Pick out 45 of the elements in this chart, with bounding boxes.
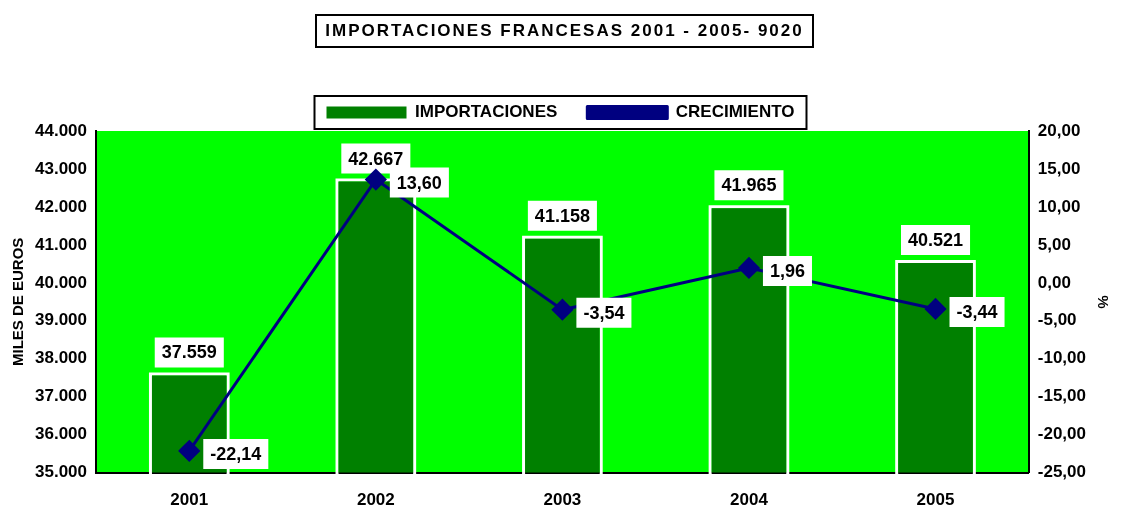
y2-tick-label: -5,00 <box>1037 310 1077 330</box>
y-tick-label: 41.000 <box>35 234 87 254</box>
data-label: -3,44 <box>956 301 998 322</box>
data-label: 1,96 <box>769 260 805 281</box>
data-label: 40.521 <box>907 230 964 251</box>
x-tick-label: 2002 <box>356 490 395 510</box>
y-tick-label: 38.000 <box>35 348 87 368</box>
y2-tick-label: -20,00 <box>1037 424 1086 444</box>
y-tick-label: 36.000 <box>35 424 87 444</box>
chart-title: IMPORTACIONES FRANCESAS 2001 - 2005- 9020 <box>315 14 814 48</box>
legend-label: IMPORTACIONES <box>415 102 558 122</box>
data-label: 41.965 <box>721 175 777 196</box>
x-tick-label: 2004 <box>730 490 769 510</box>
y2-tick-label: -25,00 <box>1037 462 1086 482</box>
point <box>551 299 573 321</box>
y2-tick-label: -10,00 <box>1037 348 1086 368</box>
data-label: -22,14 <box>210 443 262 464</box>
y2-tick-label: 5,00 <box>1037 234 1071 254</box>
y-tick-label: 40.000 <box>35 272 87 292</box>
y2-tick-label: 20,00 <box>1037 120 1081 140</box>
data-label: 41.158 <box>534 205 590 226</box>
y-tick-label: 42.000 <box>35 196 87 216</box>
y2-tick-label: 15,00 <box>1037 158 1081 178</box>
y-tick-label: 37.000 <box>35 386 87 406</box>
legend-label: CRECIMIENTO <box>675 102 795 122</box>
x-tick-label: 2001 <box>170 490 209 510</box>
y2-tick-label: -15,00 <box>1037 386 1086 406</box>
data-label: 13,60 <box>396 172 442 193</box>
y-tick-label: 35.000 <box>35 462 87 482</box>
x-tick-label: 2005 <box>916 490 955 510</box>
y-tick-label: 39.000 <box>35 310 87 330</box>
point <box>925 298 947 320</box>
y2-tick-label: 0,00 <box>1037 272 1071 292</box>
y2-tick-label: 10,00 <box>1037 196 1081 216</box>
data-label: 42.667 <box>348 148 404 169</box>
y-axis-title: MILES DE EUROS <box>9 237 27 366</box>
data-label: -3,54 <box>583 302 625 323</box>
y-tick-label: 43.000 <box>35 158 87 178</box>
y-tick-label: 44.000 <box>35 120 87 140</box>
data-label: 37.559 <box>161 342 217 363</box>
x-tick-label: 2003 <box>543 490 582 510</box>
point <box>365 169 387 191</box>
point <box>738 257 760 279</box>
point <box>178 440 200 462</box>
y2-axis-title: % <box>1094 295 1112 309</box>
